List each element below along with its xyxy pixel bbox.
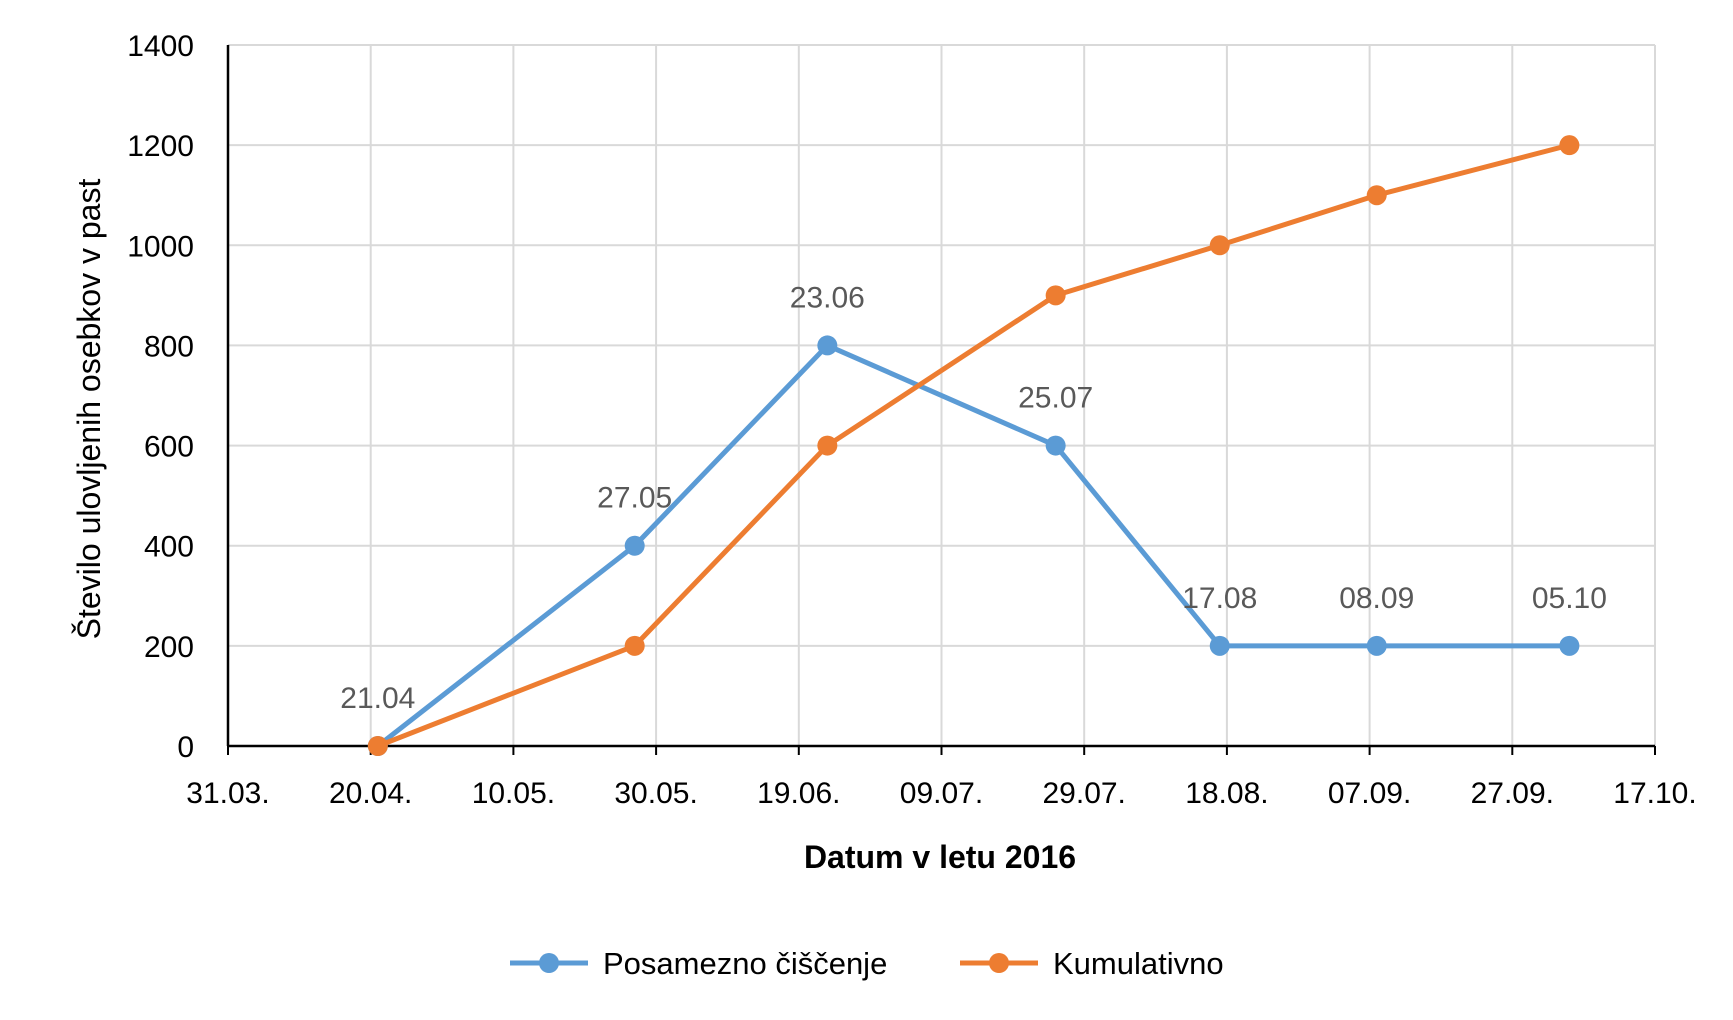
data-label: 25.07 [1018, 382, 1093, 415]
x-tick-label: 31.03. [186, 777, 269, 810]
y-tick-label: 800 [144, 330, 194, 363]
y-axis-title: Število ulovljenih osebkov v past [71, 179, 107, 640]
x-tick-label: 07.09. [1328, 777, 1411, 810]
x-tick-label: 30.05. [614, 777, 697, 810]
y-tick-label: 0 [177, 731, 194, 764]
grid [228, 44, 1656, 746]
x-tick-label: 20.04. [329, 777, 412, 810]
data-point-posamezno [624, 535, 645, 556]
data-label: 21.04 [340, 682, 415, 715]
data-label: 08.09 [1339, 582, 1414, 615]
x-tick-label: 19.06. [757, 777, 840, 810]
y-tick-label: 1200 [127, 130, 194, 163]
data-point-kumulativno [624, 635, 645, 656]
y-tick-label: 600 [144, 431, 194, 464]
data-point-kumulativno [367, 736, 388, 756]
y-tick-label: 200 [144, 631, 194, 664]
legend-swatch-marker-posamezno [539, 953, 559, 973]
data-labels: 21.04 27.05 23.06 25.07 17.08 08.09 05.10 [340, 281, 1607, 715]
data-point-kumulativno [1209, 235, 1230, 256]
data-label: 23.06 [790, 281, 865, 314]
y-tick-label: 400 [144, 531, 194, 564]
tick-labels: 0 200 400 600 800 1000 1200 1400 31.03. 20.04. 10.… [127, 30, 1696, 810]
data-point-kumulativno [1559, 135, 1580, 156]
x-tick-label: 29.07. [1042, 777, 1125, 810]
legend: Posamezno čiščenje Kumulativno [510, 946, 1224, 981]
x-tick-label: 18.08. [1185, 777, 1268, 810]
data-label: 17.08 [1182, 582, 1257, 615]
y-tick-label: 1400 [127, 30, 194, 63]
legend-label-posamezno: Posamezno čiščenje [603, 946, 887, 981]
axes [226, 45, 1656, 755]
data-point-posamezno [1045, 435, 1066, 456]
legend-label-kumulativno: Kumulativno [1053, 946, 1224, 981]
y-tick-label: 1000 [127, 230, 194, 263]
x-tick-label: 09.07. [900, 777, 983, 810]
data-label: 05.10 [1532, 582, 1607, 615]
data-point-kumulativno [817, 435, 838, 456]
data-point-kumulativno [1366, 185, 1387, 206]
series-layer [367, 135, 1580, 756]
x-axis-title: Datum v letu 2016 [804, 839, 1076, 875]
data-point-kumulativno [1045, 285, 1066, 306]
data-point-posamezno [1559, 635, 1580, 656]
x-tick-label: 17.10. [1613, 777, 1696, 810]
data-label: 27.05 [597, 482, 672, 515]
data-point-posamezno [817, 335, 838, 356]
legend-swatch-marker-kumulativno [989, 953, 1009, 973]
data-point-posamezno [1366, 635, 1387, 656]
data-point-posamezno [1209, 635, 1230, 656]
x-tick-label: 27.09. [1471, 777, 1554, 810]
x-tick-label: 10.05. [472, 777, 555, 810]
